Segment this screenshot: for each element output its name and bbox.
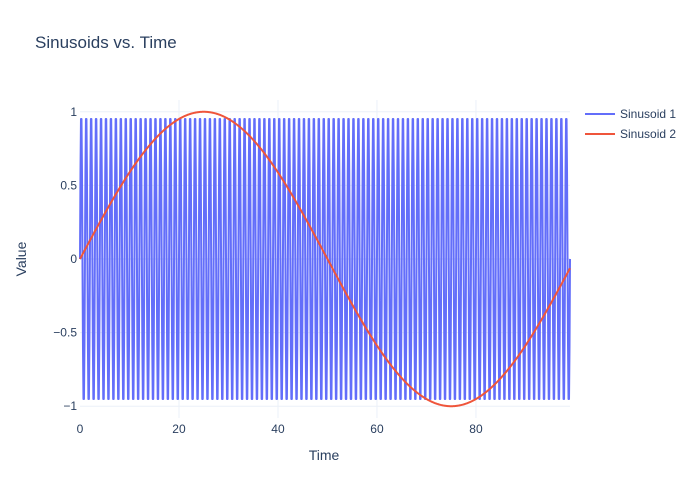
x-tick-label: 60 [370, 422, 384, 436]
chart-title: Sinusoids vs. Time [35, 33, 177, 52]
legend-swatch-series-2 [585, 133, 615, 135]
x-tick-label: 0 [77, 422, 84, 436]
y-tick-label: −0.5 [53, 326, 77, 340]
x-tick-label: 40 [271, 422, 285, 436]
y-tick-label: 0 [70, 252, 77, 266]
x-tick-label: 20 [172, 422, 186, 436]
legend-swatch-series-1 [585, 113, 615, 115]
x-axis-ticks: 0 20 40 60 80 [77, 422, 483, 436]
legend-label-series-1: Sinusoid 1 [620, 107, 677, 121]
legend-item-series-2[interactable]: Sinusoid 2 [585, 124, 700, 144]
y-axis-ticks: −1 −0.5 0 0.5 1 [53, 105, 77, 413]
y-tick-label: −1 [63, 399, 77, 413]
y-axis-label: Value [13, 241, 29, 276]
y-tick-label: 0.5 [60, 178, 77, 192]
legend-item-series-1[interactable]: Sinusoid 1 [585, 104, 700, 124]
series-line-2 [79, 110, 571, 408]
series-line-1 [79, 117, 571, 401]
x-axis-label: Time [309, 447, 340, 463]
x-tick-label: 80 [469, 422, 483, 436]
series-lines [79, 110, 571, 408]
legend: Sinusoid 1 Sinusoid 2 [585, 104, 700, 144]
y-tick-label: 1 [70, 105, 77, 119]
legend-label-series-2: Sinusoid 2 [620, 127, 677, 141]
